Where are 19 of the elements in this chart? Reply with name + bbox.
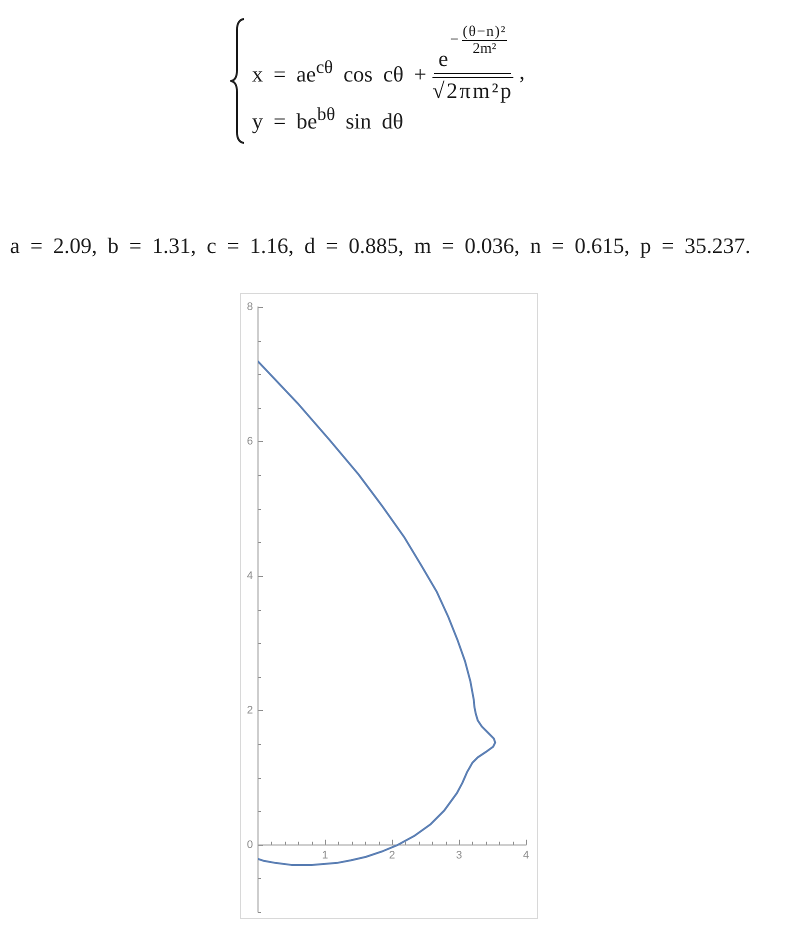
plot-frame: 1 2 3 4 0 2 4 6 8: [240, 293, 538, 919]
text: (θ−n)²: [462, 24, 508, 42]
x-tick-label: 4: [522, 849, 530, 862]
text: 2m²: [472, 41, 496, 58]
y-tick-label: 4: [246, 570, 253, 582]
text: x = ae$^{cθ}$ cos cθ +: [252, 56, 426, 87]
text: ,: [519, 58, 525, 85]
text: a = 2.09, b = 1.31, c = 1.16, d = 0.885, m = 0.036, n = 0.615, p = 35.237.: [10, 233, 750, 259]
y-tick-label: 8: [246, 301, 253, 314]
text: √2πm²p: [432, 77, 514, 104]
x-tick-label: 3: [456, 849, 462, 862]
y-tick-label: 6: [246, 435, 253, 448]
text: e: [438, 46, 448, 72]
text: −: [450, 32, 459, 50]
x-tick-label: 2: [388, 849, 396, 862]
y-tick-label: 0: [246, 838, 253, 851]
y-tick-label: 2: [246, 704, 253, 716]
x-tick-label: 1: [322, 849, 328, 862]
text: y = be$^{bθ}$ sin dθ: [252, 104, 404, 135]
